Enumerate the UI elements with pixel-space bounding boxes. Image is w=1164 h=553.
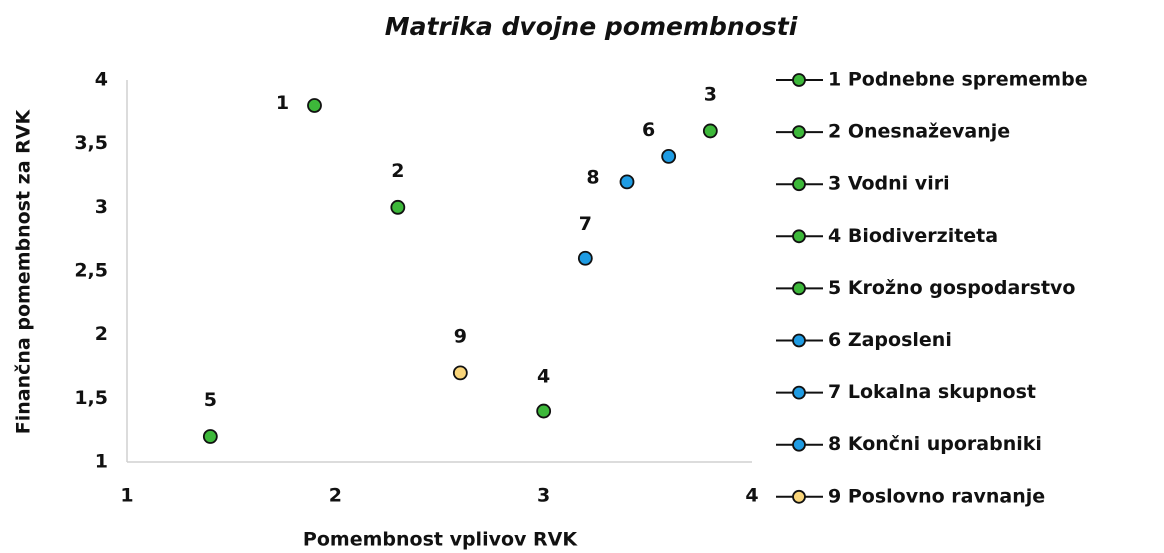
x-tick-label: 3 xyxy=(537,485,550,507)
point-label: 8 xyxy=(586,166,599,188)
legend-marker xyxy=(792,489,806,504)
point xyxy=(702,123,718,139)
point xyxy=(307,98,322,113)
y-axis-title: Finančna pomembnost za RVK xyxy=(13,108,35,434)
legend-label: 7 Lokalna skupnost xyxy=(828,381,1036,403)
point xyxy=(452,365,468,381)
legend-marker xyxy=(792,385,806,400)
x-axis-title: Pomembnost vplivov RVK xyxy=(303,529,578,551)
point-label: 5 xyxy=(204,389,217,411)
legend-marker xyxy=(792,281,806,296)
y-tick-label: 4 xyxy=(95,69,108,91)
point-label: 4 xyxy=(537,366,550,388)
legend-marker xyxy=(792,333,806,348)
point-label: 7 xyxy=(579,213,592,235)
point xyxy=(536,403,552,419)
legend-marker xyxy=(792,437,806,452)
y-tick-label: 2,5 xyxy=(74,260,108,282)
x-tick-label: 1 xyxy=(120,485,133,507)
y-tick-label: 1,5 xyxy=(74,387,108,409)
point xyxy=(577,250,593,266)
legend-marker xyxy=(792,229,806,244)
y-tick-label: 2 xyxy=(95,323,108,345)
legend-label: 3 Vodni viri xyxy=(828,173,950,195)
legend-marker xyxy=(792,177,806,192)
legend-label: 4 Biodiverziteta xyxy=(828,225,998,247)
legend-marker xyxy=(792,73,806,87)
legend-label: 8 Končni uporabniki xyxy=(828,433,1042,455)
point xyxy=(619,174,635,190)
chart-title: Matrika dvojne pomembnosti xyxy=(385,12,798,41)
legend-label: 5 Krožno gospodarstvo xyxy=(828,277,1075,299)
legend-label: 2 Onesnaževanje xyxy=(828,121,1010,143)
legend-marker xyxy=(792,125,806,140)
legend-label: 1 Podnebne spremembe xyxy=(828,69,1088,91)
y-tick-label: 3,5 xyxy=(74,132,108,154)
point xyxy=(661,148,677,164)
x-tick-label: 2 xyxy=(329,485,342,507)
x-tick-label: 4 xyxy=(745,485,758,507)
y-tick-label: 3 xyxy=(95,196,108,218)
legend-label: 6 Zaposleni xyxy=(828,329,952,351)
point-label: 2 xyxy=(391,160,404,182)
point-label: 6 xyxy=(642,119,655,141)
point-label: 1 xyxy=(276,92,289,114)
point xyxy=(202,429,218,444)
point xyxy=(390,199,406,215)
point-label: 9 xyxy=(454,325,467,347)
point-label: 3 xyxy=(704,83,717,105)
legend-label: 9 Poslovno ravnanje xyxy=(828,485,1045,507)
y-tick-label: 1 xyxy=(95,451,108,473)
